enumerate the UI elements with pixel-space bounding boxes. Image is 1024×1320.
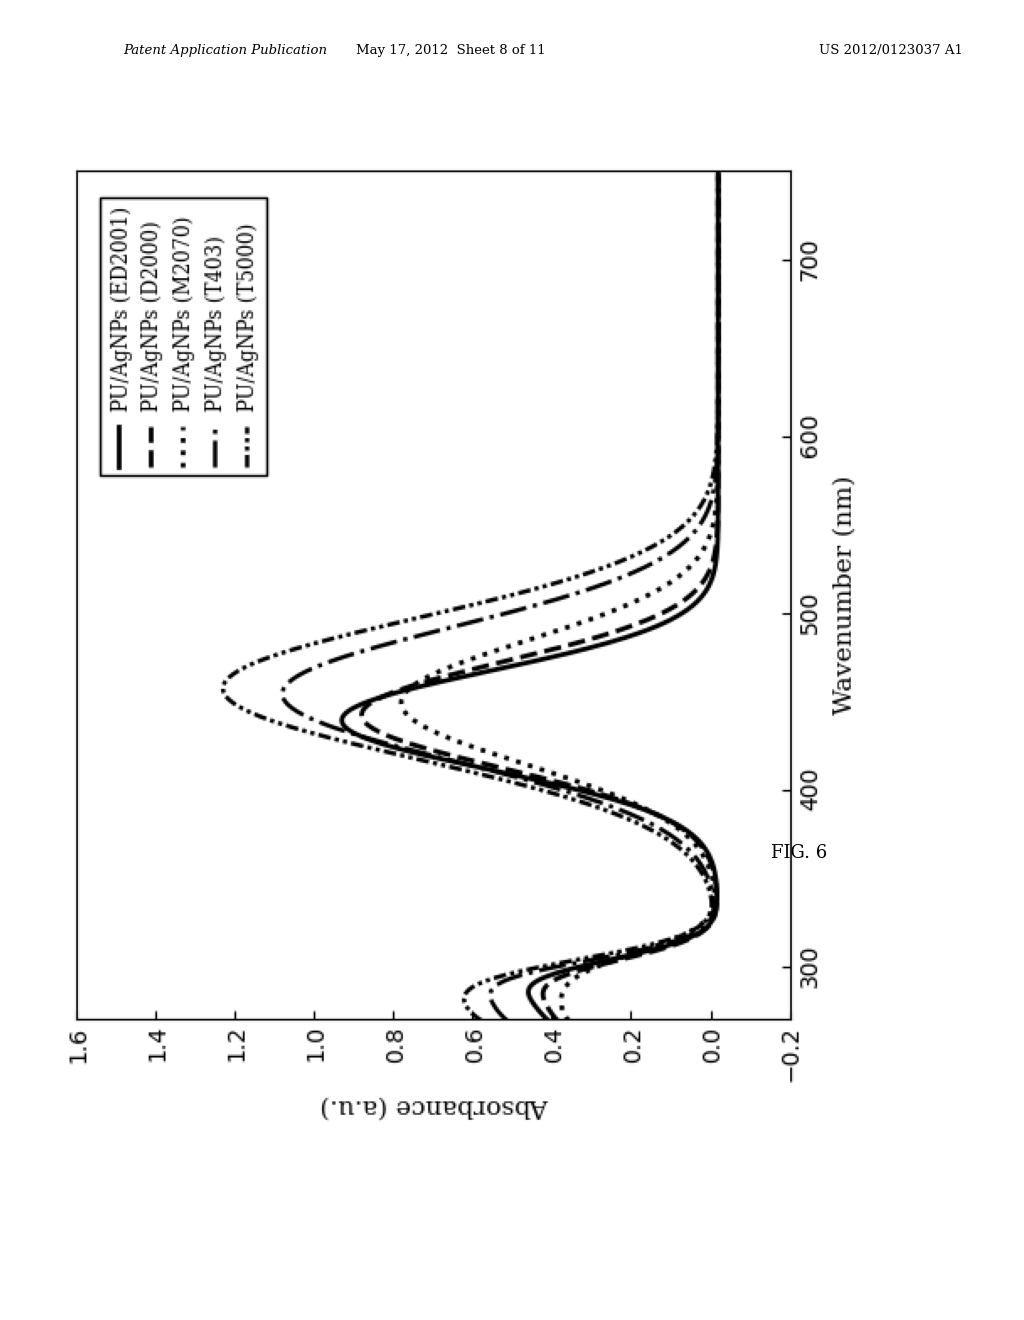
Text: May 17, 2012  Sheet 8 of 11: May 17, 2012 Sheet 8 of 11 (355, 44, 546, 57)
Text: FIG. 6: FIG. 6 (771, 843, 826, 862)
Text: US 2012/0123037 A1: US 2012/0123037 A1 (819, 44, 964, 57)
Text: Patent Application Publication: Patent Application Publication (123, 44, 327, 57)
